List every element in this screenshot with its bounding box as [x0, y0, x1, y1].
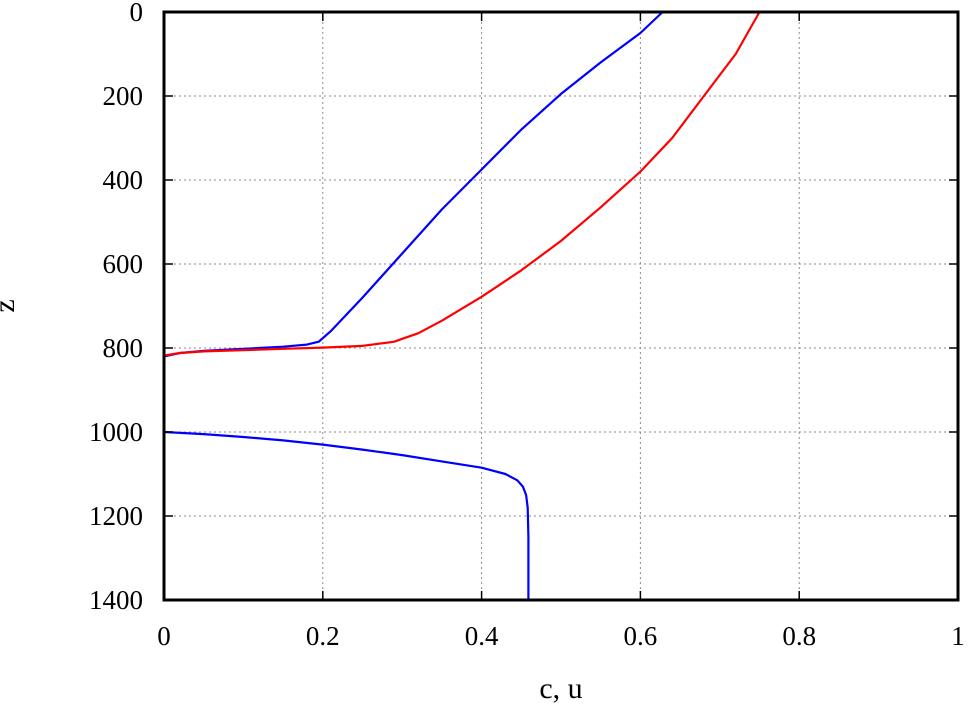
- x-tick-label: 1: [951, 621, 965, 651]
- x-tick-label: 0.2: [306, 621, 340, 651]
- plot-curves: [163, 11, 761, 600]
- series-2-line-segment-1: [163, 11, 761, 357]
- y-tick-label: 1400: [89, 585, 143, 615]
- y-tick-label: 400: [103, 165, 144, 195]
- y-tick-label: 0: [130, 0, 144, 27]
- y-tick-label: 1000: [89, 417, 143, 447]
- x-tick-label: 0.4: [465, 621, 499, 651]
- x-tick-labels: 0 0.2 0.4 0.6 0.8 1: [157, 621, 965, 651]
- y-tick-label: 1200: [89, 501, 143, 531]
- x-tick-label: 0.6: [624, 621, 658, 651]
- y-tick-labels: 0 200 400 600 800 1000 1200 1400: [89, 0, 143, 615]
- series-1-line-segment-2: [163, 430, 530, 600]
- x-tick-label: 0: [157, 621, 171, 651]
- x-tick-label: 0.8: [782, 621, 816, 651]
- grid-lines: [164, 12, 958, 600]
- x-axis-label: c, u: [539, 672, 582, 705]
- axis-ticks: [163, 11, 959, 601]
- y-tick-label: 600: [103, 249, 144, 279]
- series-1-line-segment-1: [163, 11, 664, 358]
- y-axis-label: z: [0, 299, 21, 312]
- y-tick-label: 200: [103, 81, 144, 111]
- y-tick-label: 800: [103, 333, 144, 363]
- plot-frame: [162, 10, 960, 602]
